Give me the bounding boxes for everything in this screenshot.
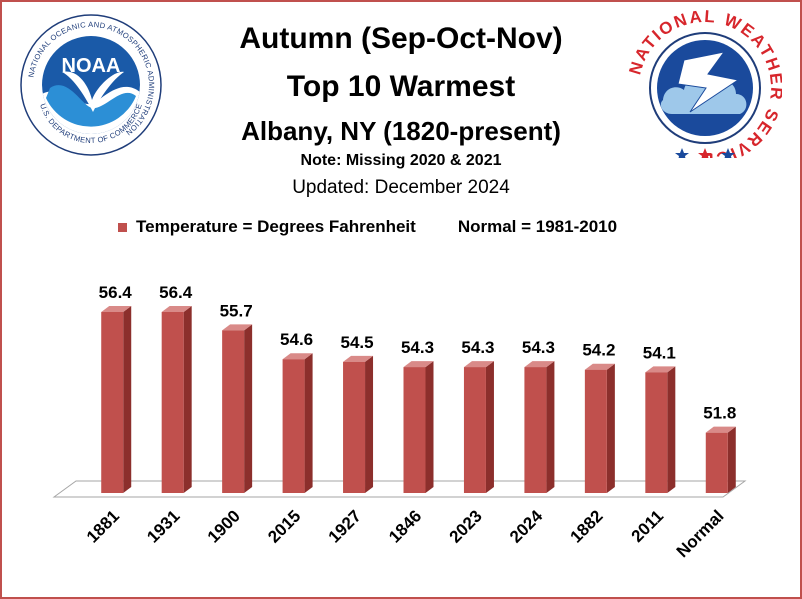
legend-swatch: [118, 222, 127, 232]
data-label: 54.3: [522, 338, 555, 357]
bar: [705, 426, 736, 493]
data-label: 54.3: [401, 338, 434, 357]
bar-side: [727, 426, 736, 493]
data-label: 54.6: [280, 330, 313, 349]
data-label: 54.1: [643, 343, 676, 362]
x-axis-tick-labels: 1881 1931 1900 2015 1927 1846 2023 2024 1882 2011…: [83, 506, 728, 561]
chart-floor-plane: [52, 480, 747, 498]
x-tick-label: 1900: [204, 506, 244, 546]
updated-date: Updated: December 2024: [292, 177, 510, 198]
bar-side: [244, 324, 253, 493]
bar: [584, 363, 615, 493]
star-icon: [721, 148, 735, 158]
legend-normal-label: Normal = 1981-2010: [457, 217, 618, 236]
bar-side: [304, 353, 313, 493]
bar-side: [606, 363, 615, 493]
data-label: 51.8: [703, 404, 736, 423]
data-label: 55.7: [220, 301, 253, 320]
bar-side: [365, 355, 374, 493]
chart-title-line1: Autumn (Sep-Oct-Nov): [239, 22, 563, 55]
missing-note: Note: Missing 2020 & 2021: [300, 152, 502, 169]
bar-front: [584, 369, 607, 493]
star-icon: [675, 148, 689, 158]
bar-front: [343, 361, 366, 493]
noaa-center-text: NOAA: [62, 55, 121, 77]
x-tick-label: Normal: [673, 506, 728, 561]
bar-top: [222, 324, 253, 331]
data-label: 54.3: [461, 338, 494, 357]
data-label: 54.2: [582, 341, 615, 360]
bar-front: [524, 367, 547, 493]
bar-side: [485, 361, 494, 493]
x-tick-label: 1931: [143, 506, 183, 546]
chart-subtitle: Albany, NY (1820-present): [241, 116, 561, 146]
data-label: 56.4: [99, 283, 133, 302]
bar: [282, 353, 313, 493]
bar-top: [403, 361, 434, 368]
bar-side: [425, 361, 434, 493]
bar-front: [222, 330, 245, 493]
bar-front: [101, 312, 124, 493]
bar-top: [161, 306, 192, 312]
x-tick-label: 1882: [567, 506, 607, 546]
x-tick-label: 2024: [506, 506, 547, 547]
bar: [524, 361, 555, 493]
x-tick-label: 1846: [385, 506, 425, 546]
legend-series-label: Temperature = Degrees Fahrenheit: [136, 217, 416, 236]
bar: [343, 355, 374, 493]
x-tick-label: 2015: [264, 506, 304, 546]
bar: [101, 306, 132, 493]
bar-top: [645, 366, 676, 373]
data-label: 56.4: [159, 283, 193, 302]
data-labels: 56.4 56.4 55.7 54.6 54.5 54.3 54.3 54.3 54.2 54.1…: [99, 283, 737, 423]
chart-floor: [52, 480, 747, 498]
bar-side: [123, 306, 132, 493]
bar: [645, 366, 676, 493]
bar-top: [343, 355, 374, 362]
star-icon: [698, 148, 712, 158]
bar: [222, 324, 253, 493]
bar-top: [524, 361, 555, 368]
bar-side: [183, 306, 192, 493]
x-tick-label: 1927: [325, 506, 365, 546]
bar-front: [463, 367, 486, 493]
x-tick-label: 2023: [446, 506, 486, 546]
bar-top: [584, 363, 615, 370]
nws-logo: NATIONAL WEATHER SERVICE: [628, 8, 782, 158]
bar-top: [282, 353, 313, 360]
chart-title-line2: Top 10 Warmest: [286, 70, 516, 103]
bar: [463, 361, 494, 493]
x-tick-label: 1881: [83, 506, 123, 546]
bar: [161, 306, 192, 493]
bar-front: [705, 432, 728, 493]
bar-front: [161, 312, 184, 493]
legend: Temperature = Degrees Fahrenheit Normal …: [118, 216, 617, 238]
data-label: 54.5: [340, 333, 373, 352]
bar-top: [463, 361, 494, 368]
bar-top: [101, 306, 132, 312]
bar-front: [403, 367, 426, 493]
bar-side: [667, 366, 676, 493]
bars: [101, 306, 736, 493]
bar-front: [645, 372, 668, 493]
bar-front: [282, 359, 305, 493]
x-tick-label: 2011: [628, 506, 668, 546]
bar-side: [546, 361, 555, 493]
noaa-logo: NOAA NATIONAL OCEANIC AND ATMOSPHERIC AD…: [20, 14, 162, 156]
bar: [403, 361, 434, 493]
bar-top: [705, 426, 736, 433]
